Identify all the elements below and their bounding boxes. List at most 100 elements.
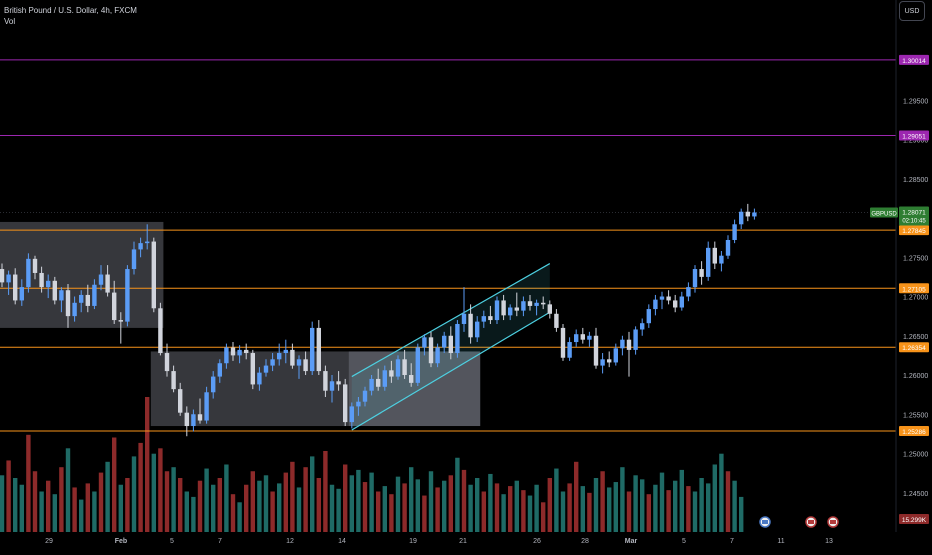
y-tick-label: 1.27500: [903, 255, 928, 262]
volume-bar: [323, 451, 328, 532]
candle-body: [310, 327, 315, 372]
volume-bar: [46, 480, 51, 532]
volume-bar: [65, 448, 71, 532]
volume-bar: [475, 478, 480, 532]
volume-bar: [290, 461, 295, 532]
candle-body: [369, 378, 374, 391]
price-axis-bg: [896, 0, 932, 550]
x-tick-label: 26: [533, 538, 541, 545]
candle-body: [151, 241, 156, 309]
volume-bar: [653, 484, 658, 532]
candle-body: [640, 323, 645, 330]
volume-bar: [362, 482, 368, 532]
volume-bar: [409, 467, 414, 532]
candle-body: [613, 348, 618, 363]
volume-bar: [316, 478, 321, 532]
candle-body: [547, 304, 552, 314]
volume-bar: [686, 486, 691, 532]
volume-bar: [508, 486, 513, 532]
candle-body: [316, 327, 321, 372]
x-tick-label: 7: [218, 538, 222, 545]
volume-bar: [712, 464, 717, 532]
candle-body: [0, 269, 5, 283]
candle-body: [296, 359, 302, 366]
candle-body: [46, 280, 51, 288]
candle-body: [607, 359, 612, 363]
volume-bar: [679, 469, 684, 532]
candle-body: [26, 258, 31, 288]
price-tag-bg: [899, 426, 929, 437]
volume-bar: [303, 467, 308, 532]
candle-body: [415, 347, 420, 383]
candle-body: [72, 302, 77, 317]
y-tick-label: 1.24500: [903, 491, 928, 498]
volume-bar: [521, 490, 526, 532]
volume-bar: [217, 478, 222, 532]
candle-body: [19, 287, 24, 301]
y-tick-label: 1.29000: [903, 138, 928, 145]
price-tag-bg: [899, 130, 929, 141]
volume-bar: [481, 491, 486, 532]
candle-body: [125, 269, 130, 322]
volume-tag-bg: [899, 514, 929, 524]
volume-bar: [131, 456, 137, 532]
candle-body: [6, 274, 11, 283]
price-tag-label: 1.27105: [902, 286, 926, 293]
volume-bar: [442, 480, 447, 532]
volume-bar: [666, 490, 671, 532]
volume-bar: [395, 476, 401, 532]
candle-body: [356, 401, 361, 407]
volume-bar: [673, 480, 678, 532]
volume-bar: [435, 487, 440, 532]
candle-body: [488, 316, 493, 321]
candle-body: [646, 309, 651, 324]
candle-body: [112, 292, 117, 321]
volume-bar: [534, 484, 539, 532]
currency-button[interactable]: USD: [899, 1, 925, 21]
volume-bar: [567, 483, 572, 532]
price-tag-label: 1.27845: [902, 228, 926, 235]
channel-upper-line: [351, 263, 551, 378]
candle-body: [118, 320, 123, 322]
volume-bar: [211, 484, 216, 532]
candle-body: [719, 255, 724, 264]
volume-bar: [376, 491, 381, 532]
volume-bar: [593, 478, 599, 532]
candle-body: [666, 296, 671, 301]
candle-body: [475, 321, 480, 338]
candle-body: [336, 381, 341, 385]
volume-bar: [98, 472, 104, 532]
volume-bar: [237, 502, 242, 532]
candle-body: [211, 376, 216, 393]
candle-body: [85, 294, 90, 306]
volume-bar: [336, 488, 341, 532]
volume-bar: [13, 478, 18, 532]
candle-body: [686, 287, 691, 297]
candle-body: [699, 269, 704, 277]
candle-body: [600, 359, 605, 366]
volume-bar: [52, 494, 57, 532]
volume-bar: [448, 475, 453, 532]
price-tag-bg: [899, 225, 929, 236]
channel-lower-line: [351, 311, 551, 431]
price-tag-label: 1.26354: [902, 345, 926, 352]
candle-body: [725, 239, 731, 256]
volume-bar: [494, 483, 500, 532]
volume-bar: [158, 448, 163, 532]
x-tick-label: 21: [459, 538, 467, 545]
volume-bar: [692, 491, 698, 532]
symbol-title: British Pound / U.S. Dollar, 4h, FXCM: [4, 6, 137, 15]
candle-body: [481, 316, 486, 322]
candle-body: [745, 211, 750, 217]
x-tick-label: 19: [409, 538, 417, 545]
candle-body: [343, 384, 348, 423]
x-tick-label: 29: [45, 538, 53, 545]
volume-bar: [191, 496, 196, 532]
candle-body: [752, 212, 757, 217]
candle-body: [402, 359, 407, 376]
candle-body: [633, 329, 638, 350]
candle-body: [409, 375, 414, 383]
candle-body: [230, 347, 236, 356]
